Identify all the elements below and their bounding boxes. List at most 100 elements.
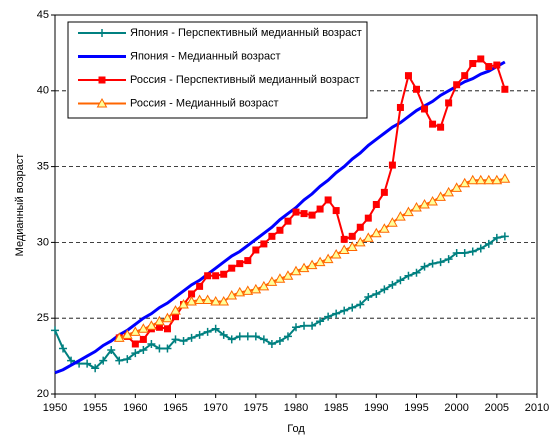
- point: [308, 321, 317, 330]
- point: [316, 317, 325, 326]
- point: [242, 285, 254, 295]
- point: [421, 105, 429, 113]
- point: [196, 282, 204, 290]
- point: [324, 312, 333, 321]
- point: [388, 280, 397, 289]
- point: [268, 232, 276, 240]
- y-tick-label: 25: [37, 312, 49, 324]
- point: [346, 241, 358, 251]
- point: [300, 210, 308, 218]
- point: [99, 356, 108, 365]
- point: [202, 294, 213, 305]
- point: [266, 276, 278, 286]
- point: [444, 255, 453, 264]
- point: [220, 270, 228, 278]
- point: [113, 332, 125, 342]
- point: [244, 257, 252, 265]
- x-tick-label: 1965: [163, 402, 187, 414]
- point: [228, 264, 236, 272]
- point: [475, 174, 487, 185]
- y-tick-label: 30: [37, 236, 49, 248]
- y-tick-label: 20: [37, 388, 49, 400]
- point: [322, 253, 334, 264]
- point: [500, 232, 509, 241]
- point: [163, 344, 172, 353]
- point: [468, 247, 477, 256]
- y-tick-label: 40: [37, 85, 49, 97]
- point: [267, 339, 276, 348]
- legend-marker: [98, 76, 106, 84]
- y-tick-label: 45: [37, 9, 49, 21]
- point: [283, 332, 292, 341]
- point: [107, 346, 116, 355]
- point: [219, 330, 228, 339]
- point: [147, 339, 156, 348]
- y-tick-label: 35: [37, 161, 49, 173]
- point: [429, 120, 437, 128]
- point: [188, 290, 196, 298]
- point: [364, 214, 372, 222]
- x-tick-label: 2000: [444, 402, 468, 414]
- point: [235, 332, 244, 341]
- point: [172, 313, 179, 321]
- point: [436, 258, 445, 267]
- point: [396, 103, 404, 111]
- point: [420, 262, 429, 271]
- point: [179, 336, 188, 345]
- point: [387, 217, 398, 227]
- point: [282, 270, 294, 280]
- legend-label: Россия - Медианный возраст: [130, 97, 278, 109]
- point: [428, 259, 437, 268]
- point: [445, 99, 453, 107]
- point: [243, 332, 252, 341]
- point: [91, 364, 100, 373]
- point: [154, 315, 165, 326]
- point: [236, 260, 244, 268]
- point: [59, 344, 68, 353]
- x-tick-label: 1985: [324, 402, 348, 414]
- point: [395, 211, 406, 221]
- point: [138, 323, 149, 333]
- x-axis-label: Год: [287, 423, 305, 435]
- point: [67, 356, 76, 365]
- point: [419, 198, 430, 209]
- y-axis-label: Медианный возраст: [14, 154, 26, 257]
- point: [499, 173, 511, 183]
- point: [260, 240, 268, 248]
- legend-marker: [96, 97, 108, 108]
- point: [290, 265, 302, 276]
- point: [123, 355, 132, 364]
- point: [453, 81, 461, 89]
- point: [388, 161, 396, 169]
- point: [210, 296, 222, 306]
- x-tick-label: 1970: [203, 402, 227, 414]
- point: [162, 312, 173, 323]
- point: [348, 303, 357, 312]
- point: [340, 306, 349, 315]
- point: [171, 335, 180, 344]
- legend-label: Япония - Медианный возраст: [130, 50, 281, 62]
- x-tick-label: 2005: [485, 402, 509, 414]
- point: [330, 249, 342, 259]
- point: [316, 205, 324, 213]
- point: [332, 309, 341, 318]
- point: [83, 359, 92, 368]
- point: [493, 61, 501, 69]
- point: [332, 207, 340, 215]
- point: [372, 289, 381, 298]
- point: [396, 276, 405, 285]
- point: [155, 323, 163, 331]
- point: [427, 195, 438, 206]
- point: [139, 346, 148, 355]
- point: [298, 262, 310, 273]
- legend-marker: [98, 29, 106, 37]
- point: [443, 186, 454, 197]
- point: [186, 296, 197, 306]
- point: [483, 174, 495, 185]
- point: [404, 271, 413, 280]
- point: [131, 349, 140, 358]
- point: [275, 336, 284, 345]
- point: [204, 272, 212, 280]
- point: [467, 174, 479, 185]
- point: [218, 296, 230, 306]
